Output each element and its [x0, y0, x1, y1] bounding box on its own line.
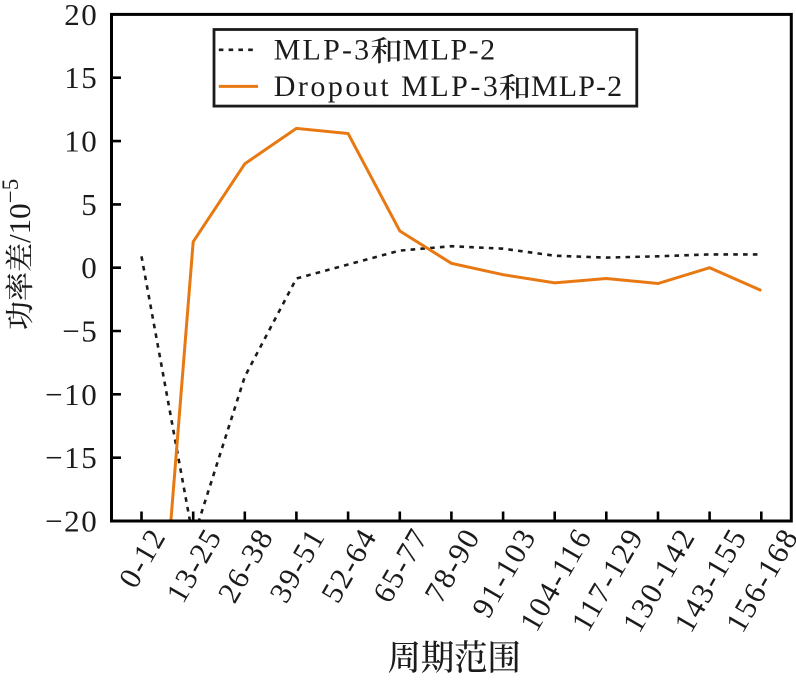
svg-text:MLP-2: MLP-2 [531, 70, 623, 103]
svg-text:5: 5 [81, 187, 98, 222]
svg-text:/10: /10 [2, 203, 37, 243]
svg-text:10: 10 [64, 124, 98, 159]
svg-text:−20: −20 [45, 504, 98, 539]
svg-text:20: 20 [64, 0, 98, 32]
svg-text:Dropout MLP-3: Dropout MLP-3 [274, 70, 501, 103]
svg-text:MLP-3: MLP-3 [274, 34, 372, 67]
svg-text:0: 0 [81, 250, 98, 285]
svg-text:MLP-2: MLP-2 [403, 34, 497, 67]
svg-text:−15: −15 [45, 440, 98, 475]
svg-text:−5: −5 [0, 179, 23, 203]
svg-text:−5: −5 [62, 314, 98, 349]
svg-text:−10: −10 [45, 377, 98, 412]
svg-text:15: 15 [64, 60, 98, 95]
